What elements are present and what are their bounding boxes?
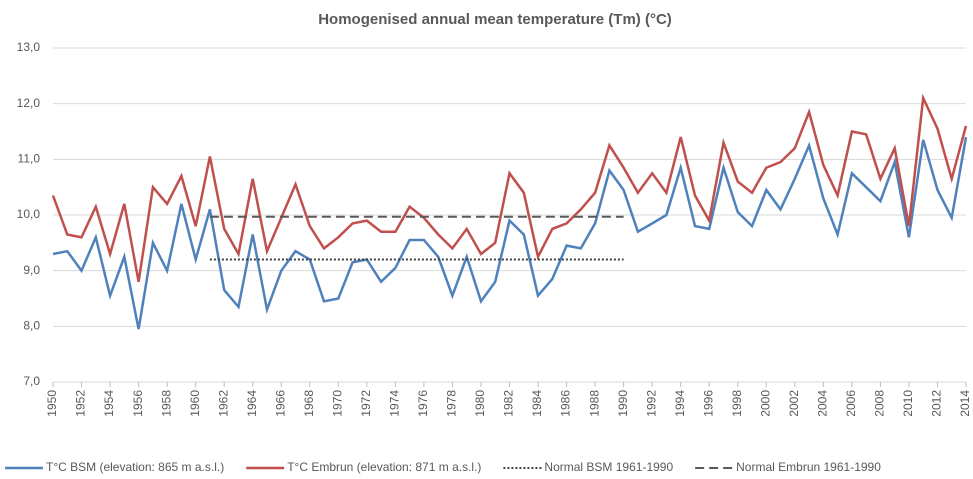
x-tick-label: 1996 bbox=[701, 390, 715, 417]
x-tick-label: 1992 bbox=[644, 390, 658, 417]
y-tick-label: 9,0 bbox=[23, 263, 40, 277]
x-tick-label: 1960 bbox=[188, 390, 202, 417]
x-tick-label: 1994 bbox=[673, 390, 687, 417]
legend-label: T°C BSM (elevation: 865 m a.s.l.) bbox=[46, 460, 224, 474]
x-tick-label: 1966 bbox=[273, 390, 287, 417]
x-tick-label: 1956 bbox=[131, 390, 145, 417]
x-tick-label: 1972 bbox=[359, 390, 373, 417]
x-tick-label: 2010 bbox=[901, 390, 915, 417]
x-tick-label: 1962 bbox=[216, 390, 230, 417]
x-tick-label: 1990 bbox=[616, 390, 630, 417]
x-tick-label: 1976 bbox=[416, 390, 430, 417]
series-line bbox=[51, 93, 968, 283]
x-tick-label: 1954 bbox=[102, 390, 116, 417]
x-tick-label: 1958 bbox=[159, 390, 173, 417]
series-line bbox=[52, 136, 968, 330]
x-tick-label: 2002 bbox=[787, 390, 801, 417]
x-tick-label: 1998 bbox=[730, 390, 744, 417]
x-tick-label: 1980 bbox=[473, 390, 487, 417]
x-tick-label: 1968 bbox=[302, 390, 316, 417]
x-tick-label: 1984 bbox=[530, 390, 544, 417]
legend-label: T°C Embrun (elevation: 871 m a.s.l.) bbox=[287, 460, 481, 474]
x-tick-label: 2012 bbox=[930, 390, 944, 417]
x-tick-label: 1982 bbox=[502, 390, 516, 417]
legend-label: Normal BSM 1961-1990 bbox=[544, 460, 673, 474]
x-tick-label: 1970 bbox=[330, 390, 344, 417]
x-tick-label: 2008 bbox=[873, 390, 887, 417]
legend-label: Normal Embrun 1961-1990 bbox=[736, 460, 881, 474]
chart-title: Homogenised annual mean temperature (Tm)… bbox=[318, 11, 672, 28]
x-tick-label: 2006 bbox=[844, 390, 858, 417]
x-tick-label: 1986 bbox=[559, 390, 573, 417]
x-tick-label: 1952 bbox=[74, 390, 88, 417]
x-tick-label: 2000 bbox=[758, 390, 772, 417]
x-tick-label: 1974 bbox=[388, 390, 402, 417]
x-tick-label: 1950 bbox=[45, 390, 59, 417]
y-tick-label: 12,0 bbox=[17, 96, 41, 110]
y-tick-label: 11,0 bbox=[18, 152, 41, 166]
y-tick-label: 7,0 bbox=[23, 374, 40, 388]
x-tick-label: 2004 bbox=[816, 390, 830, 417]
x-tick-label: 1964 bbox=[245, 390, 259, 417]
y-tick-label: 10,0 bbox=[17, 207, 41, 221]
x-tick-label: 1988 bbox=[587, 390, 601, 417]
x-tick-label: 1978 bbox=[445, 390, 459, 417]
y-tick-label: 13,0 bbox=[17, 40, 41, 54]
y-tick-label: 8,0 bbox=[23, 319, 40, 333]
x-tick-label: 2014 bbox=[958, 390, 972, 417]
